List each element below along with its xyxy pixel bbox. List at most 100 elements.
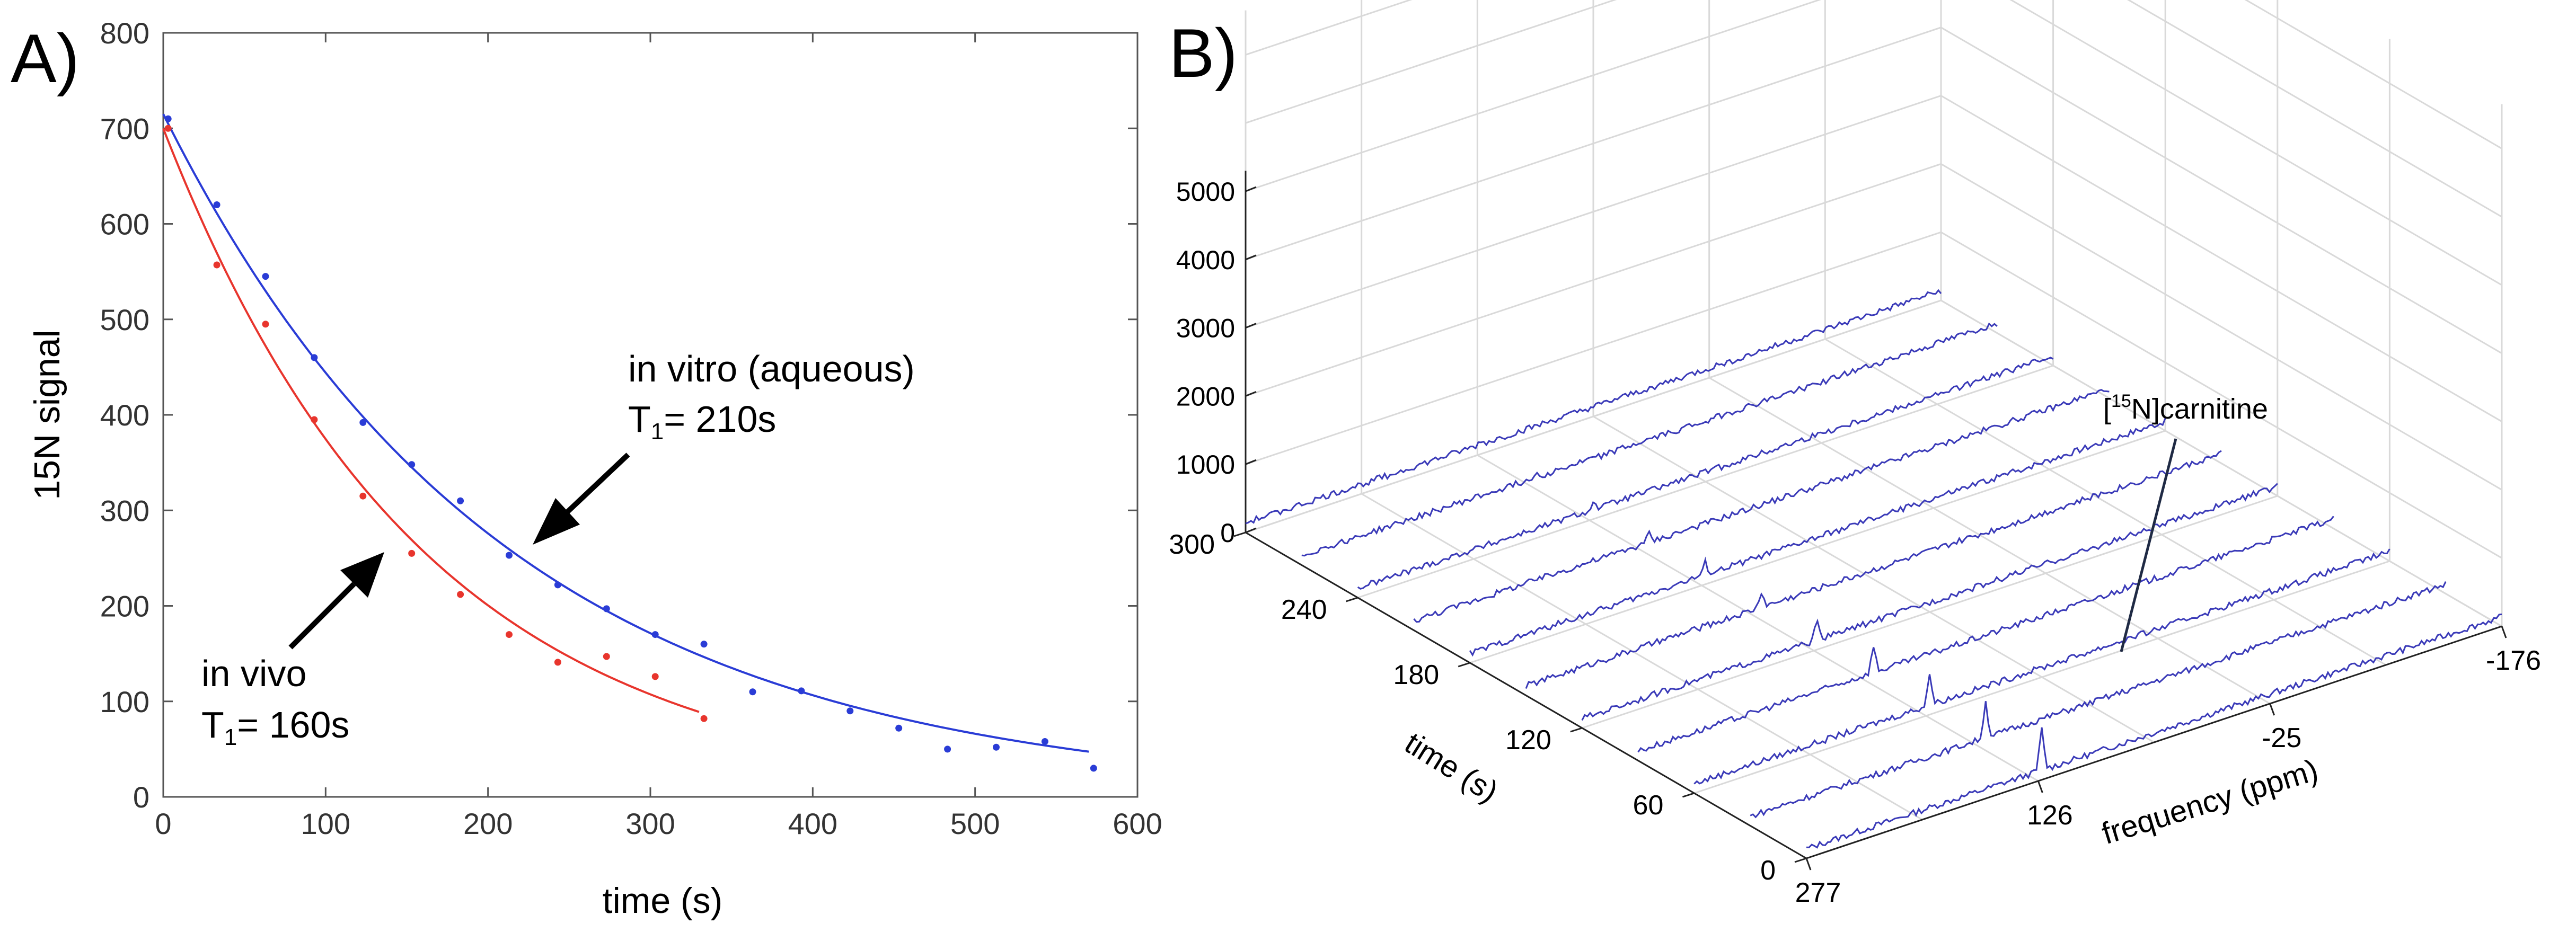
x-tick-label: 300 [625, 807, 675, 840]
spectrum-trace [1637, 516, 2334, 753]
data-point-group [164, 115, 1097, 772]
data-point-in-vitro [798, 687, 805, 695]
data-point-in-vivo [359, 492, 367, 500]
x-tick-label: 0 [155, 807, 171, 840]
z-tick-label: 4000 [1176, 245, 1235, 275]
fit-curve-in-vivo [162, 128, 700, 713]
data-point-in-vitro [846, 707, 854, 715]
data-point-in-vivo [408, 549, 416, 557]
z-grid-line [1245, 231, 2502, 559]
time-tick-label: 180 [1393, 660, 1439, 690]
data-point-in-vivo [213, 261, 220, 269]
annotation-in-vivo: in vivo T1= 160s [201, 552, 384, 750]
time-tick-label: 60 [1633, 790, 1664, 821]
spectrum-trace [1750, 581, 2447, 819]
time-tick-mark [1570, 727, 1583, 733]
data-point-in-vitro [262, 273, 269, 280]
data-point-in-vitro [1041, 738, 1048, 745]
spectrum-trace [1806, 613, 2502, 849]
time-tick-label: 240 [1281, 594, 1327, 625]
frequency-tick-group: 277 126 -25 -176 [1795, 626, 2541, 908]
arrow-in-vitro [560, 452, 630, 519]
spectrum-trace [1581, 483, 2278, 721]
frequency-tick-label: -25 [2262, 723, 2301, 753]
annotation-in-vivo-line1: in vivo [201, 653, 306, 694]
data-point-in-vivo [505, 631, 513, 638]
floor-grid-line [1582, 495, 2278, 729]
spectrum-trace [1693, 548, 2390, 785]
time-tick-group: 0 60 120 180 240 300 [1169, 529, 1807, 886]
y-tick-label: 0 [133, 780, 149, 814]
time-tick-label: 120 [1505, 725, 1551, 756]
y-tick-label: 800 [100, 16, 149, 50]
data-point-in-vitro [311, 354, 318, 361]
z-grid-line [1245, 163, 2502, 491]
frequency-tick-mark [2501, 626, 2507, 638]
z-tick-label: 3000 [1176, 314, 1235, 343]
peak-label: [15N]carnitine [2103, 391, 2268, 425]
data-point-in-vitro [164, 115, 172, 122]
y-tick-label: 500 [100, 303, 149, 336]
box-grid [1245, 0, 2503, 859]
data-point-in-vitro [359, 419, 367, 426]
y-tick-label: 200 [100, 590, 149, 623]
z-grid-line [1245, 26, 2502, 354]
data-point-in-vitro [944, 745, 951, 753]
fit-curve-in-vitro [162, 113, 1089, 753]
floor-grid-line [1361, 493, 1923, 821]
time-tick-mark [1682, 792, 1695, 798]
time-tick-mark [1346, 597, 1358, 602]
x-tick-label: 500 [950, 807, 1000, 840]
y-tick-label: 600 [100, 208, 149, 241]
data-point-in-vitro [651, 631, 659, 638]
floor-grid-line [1708, 377, 2271, 705]
y-tick-label: 100 [100, 685, 149, 718]
data-point-in-vitro [1090, 765, 1097, 772]
z-tick-mark [1245, 186, 1257, 192]
annotation-in-vivo-t1: T1= 160s [201, 704, 349, 750]
z-tick-group: 0 1000 2000 3000 4000 5000 [1176, 177, 1257, 548]
floor-grid-line [1693, 560, 2390, 794]
frequency-tick-mark [2269, 703, 2275, 716]
spectrum-trace [1469, 418, 2166, 657]
z-grid-line [1245, 0, 2502, 149]
data-point-in-vitro [213, 201, 220, 208]
data-point-in-vitro [457, 497, 464, 504]
fit-curve-group [162, 113, 1089, 753]
z-tick-label: 2000 [1176, 381, 1235, 411]
data-point-in-vitro [505, 552, 513, 559]
annotation-in-vitro-line1: in vitro (aqueous) [628, 348, 915, 389]
panel-a: A) 0 100 200 300 400 500 600 700 800 0 100 200 300 4… [11, 16, 1162, 921]
z-tick-label: 5000 [1176, 177, 1235, 207]
box-axes [1245, 171, 2502, 859]
y-tick-label: 400 [100, 398, 149, 432]
data-point-in-vivo [554, 659, 561, 666]
z-tick-mark [1245, 391, 1257, 397]
z-tick-label: 0 [1220, 518, 1235, 548]
time-axis-line [1245, 531, 1807, 859]
floor-grid-line [1357, 365, 2054, 599]
y-tick-group: 0 100 200 300 400 500 600 700 800 [100, 16, 1137, 814]
panel-b-label: B) [1169, 14, 1238, 92]
data-point-in-vivo [700, 715, 708, 722]
floor-grid-line [1824, 338, 2387, 666]
z-tick-mark [1245, 459, 1257, 465]
floor-grid-line [1469, 430, 2166, 664]
data-point-in-vivo [311, 416, 318, 423]
frequency-tick-label: -176 [2486, 645, 2541, 676]
data-point-in-vitro [603, 605, 610, 612]
x-tick-group: 0 100 200 300 400 500 600 [155, 33, 1162, 840]
peak-annotation: [15N]carnitine [2103, 391, 2268, 652]
data-point-in-vitro [408, 461, 416, 468]
spectrum-trace [1413, 389, 2110, 623]
spectrum-trace [1245, 289, 1942, 525]
z-grid-line [1245, 0, 2502, 286]
frequency-axis-label: frequency (ppm) [2098, 753, 2322, 851]
data-point-in-vitro [700, 641, 708, 648]
z-tick-mark [1245, 527, 1257, 534]
spectrum-trace [1301, 322, 1998, 557]
arrow-in-vivo [288, 582, 356, 650]
x-tick-label: 100 [301, 807, 350, 840]
annotation-in-vitro: in vitro (aqueous) T1= 210s [533, 348, 915, 545]
